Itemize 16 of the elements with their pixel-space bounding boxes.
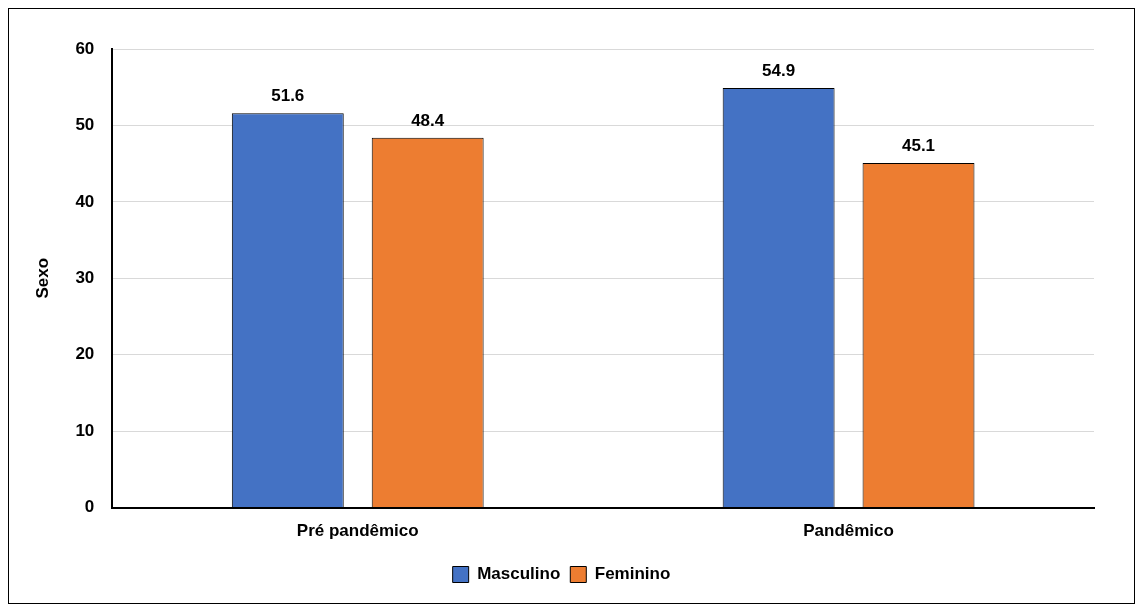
- y-tick-label: 0: [84, 497, 95, 517]
- y-axis-title: Sexo: [32, 257, 52, 299]
- y-tick-label: 10: [75, 420, 95, 440]
- legend-label: Masculino: [477, 564, 561, 584]
- y-tick-label: 40: [75, 191, 95, 211]
- data-label: 45.1: [901, 136, 936, 156]
- x-tick-label: Pandêmico: [803, 521, 894, 541]
- y-tick-label: 30: [75, 267, 95, 287]
- y-tick-label: 50: [75, 115, 95, 135]
- y-tick-label: 60: [75, 38, 95, 58]
- data-label: 54.9: [762, 61, 796, 81]
- data-label: 48.4: [411, 110, 445, 130]
- legend-label: Feminino: [594, 564, 671, 584]
- data-label: 51.6: [271, 86, 305, 106]
- y-tick-label: 20: [75, 344, 95, 364]
- x-tick-label: Pré pandêmico: [296, 521, 419, 541]
